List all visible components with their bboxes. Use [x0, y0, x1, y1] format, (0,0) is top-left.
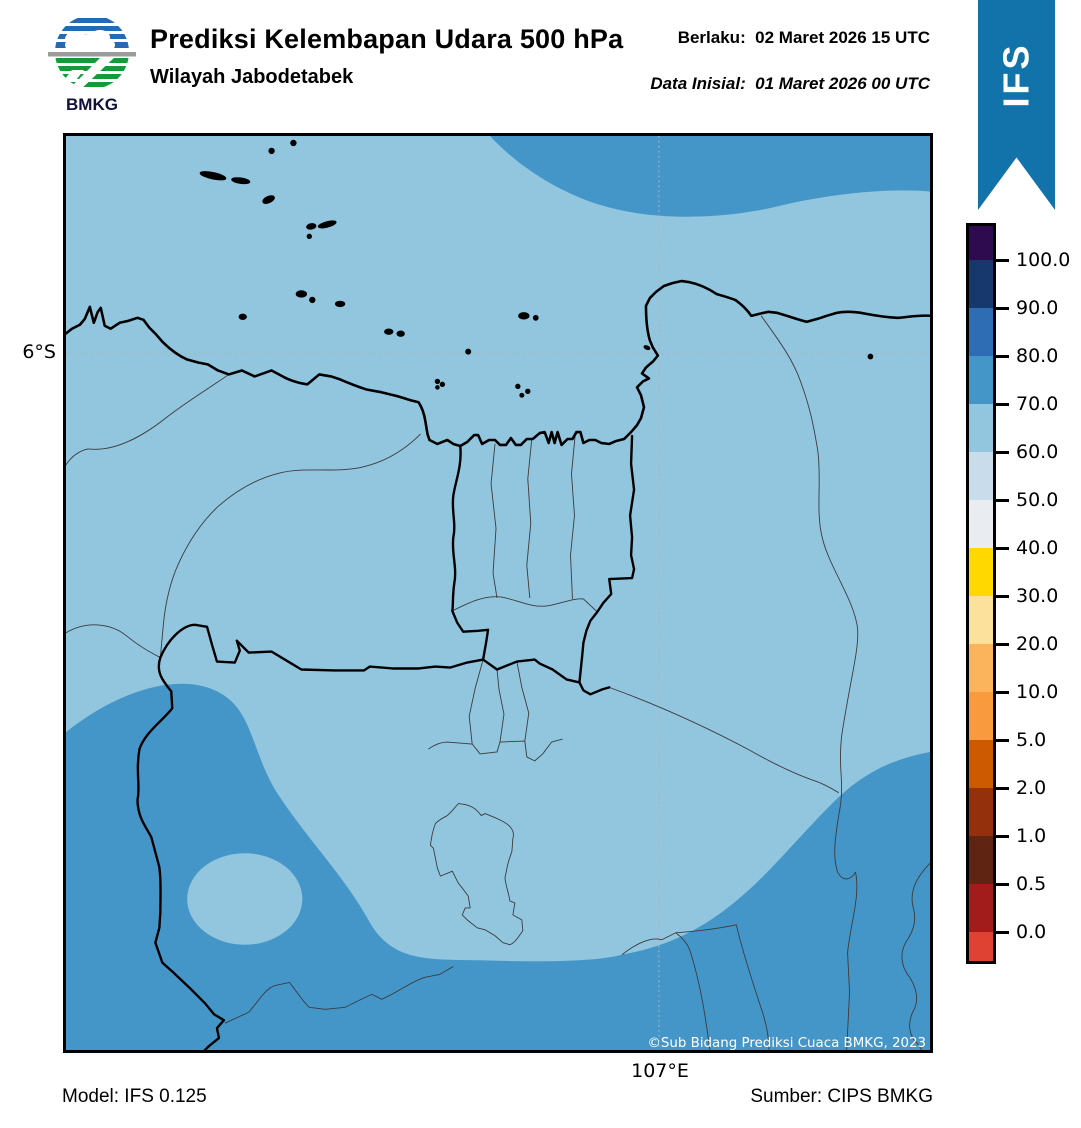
colorbar-segment [969, 404, 993, 452]
colorbar-tick-label: 2.0 [1016, 777, 1047, 799]
bmkg-logo-text: BMKG [66, 95, 118, 114]
colorbar-segment [969, 884, 993, 932]
province-boundaries [136, 434, 636, 1050]
islands [199, 139, 874, 398]
bmkg-logo: BMKG [42, 10, 142, 114]
longitude-label: 107°E [631, 1060, 689, 1082]
source-info: Sumber: CIPS BMKG [750, 1086, 933, 1107]
colorbar-tick-label: 5.0 [1016, 729, 1047, 751]
colorbar-tick-label: 90.0 [1016, 297, 1059, 319]
colorbar-segment [969, 226, 993, 260]
colorbar-tick-mark [996, 306, 1009, 310]
forecast-map: ©Sub Bidang Prediksi Cuaca BMKG, 2023 [63, 133, 933, 1053]
colorbar-tick-label: 10.0 [1016, 681, 1059, 703]
colorbar-tick-mark [996, 258, 1009, 262]
colorbar-tick-label: 50.0 [1016, 489, 1059, 511]
colorbar-segment [969, 308, 993, 356]
graticule-lines [66, 136, 930, 1050]
colorbar-tick-label: 40.0 [1016, 537, 1059, 559]
coastline [66, 279, 930, 448]
colorbar-tick-mark [996, 690, 1009, 694]
colorbar-tick-mark [996, 786, 1009, 790]
ifs-banner-label: IFS [995, 42, 1037, 108]
humidity-band-top-right [490, 136, 930, 217]
colorbar-tick-mark [996, 738, 1009, 742]
colorbar-segment [969, 788, 993, 836]
colorbar-tick-label: 0.0 [1016, 921, 1047, 943]
colorbar-tick-mark [996, 450, 1009, 454]
colorbar-tick-label: 1.0 [1016, 825, 1047, 847]
colorbar-tick-mark [996, 882, 1009, 886]
page-subtitle: Wilayah Jabodetabek [150, 66, 354, 88]
colorbar-tick-label: 0.5 [1016, 873, 1047, 895]
colorbar-tick-label: 70.0 [1016, 393, 1059, 415]
colorbar-tick-mark [996, 594, 1009, 598]
initial-time-text: Data Inisial: 01 Maret 2026 00 UTC [650, 74, 930, 93]
page-title: Prediksi Kelembapan Udara 500 hPa [150, 24, 624, 54]
colorbar-segment [969, 548, 993, 596]
colorbar-segment [969, 644, 993, 692]
latitude-label: 6°S [22, 341, 56, 363]
colorbar-segment [969, 260, 993, 308]
colorbar-tick-mark [996, 498, 1009, 502]
colorbar-tick-label: 60.0 [1016, 441, 1059, 463]
colorbar-segment [969, 836, 993, 884]
map-canvas: ©Sub Bidang Prediksi Cuaca BMKG, 2023 [66, 136, 930, 1050]
colorbar-tick-mark [996, 930, 1009, 934]
humidity-band-bottom [66, 683, 930, 1050]
colorbar-tick-mark [996, 402, 1009, 406]
map-copyright: ©Sub Bidang Prediksi Cuaca BMKG, 2023 [648, 1036, 927, 1050]
colorbar-tick-mark [996, 642, 1009, 646]
regency-boundaries [66, 315, 930, 1050]
colorbar-tick-mark [996, 354, 1009, 358]
colorbar: 100.0 90.0 80.0 70.0 60.0 50.0 40.0 30.0 20.0 10.… [966, 223, 1081, 970]
valid-time-text: Berlaku: 02 Maret 2026 15 UTC [677, 28, 930, 47]
colorbar-tick-label: 80.0 [1016, 345, 1059, 367]
humidity-light-notch [187, 853, 303, 945]
colorbar-tick-label: 20.0 [1016, 633, 1059, 655]
colorbar-tick-mark [996, 834, 1009, 838]
colorbar-segment [969, 452, 993, 500]
colorbar-segment [969, 692, 993, 740]
colorbar-segment [969, 356, 993, 404]
colorbar-segment [969, 500, 993, 548]
colorbar-tick-label: 100.0 [1016, 249, 1071, 271]
colorbar-scale [966, 223, 996, 964]
colorbar-tick-label: 30.0 [1016, 585, 1059, 607]
colorbar-segment [969, 740, 993, 788]
colorbar-segment [969, 596, 993, 644]
ifs-ribbon-banner: IFS [978, 0, 1055, 210]
model-info: Model: IFS 0.125 [62, 1086, 207, 1107]
colorbar-segment [969, 932, 993, 961]
colorbar-tick-mark [996, 546, 1009, 550]
bmkg-logo-icon: BMKG [48, 18, 136, 114]
